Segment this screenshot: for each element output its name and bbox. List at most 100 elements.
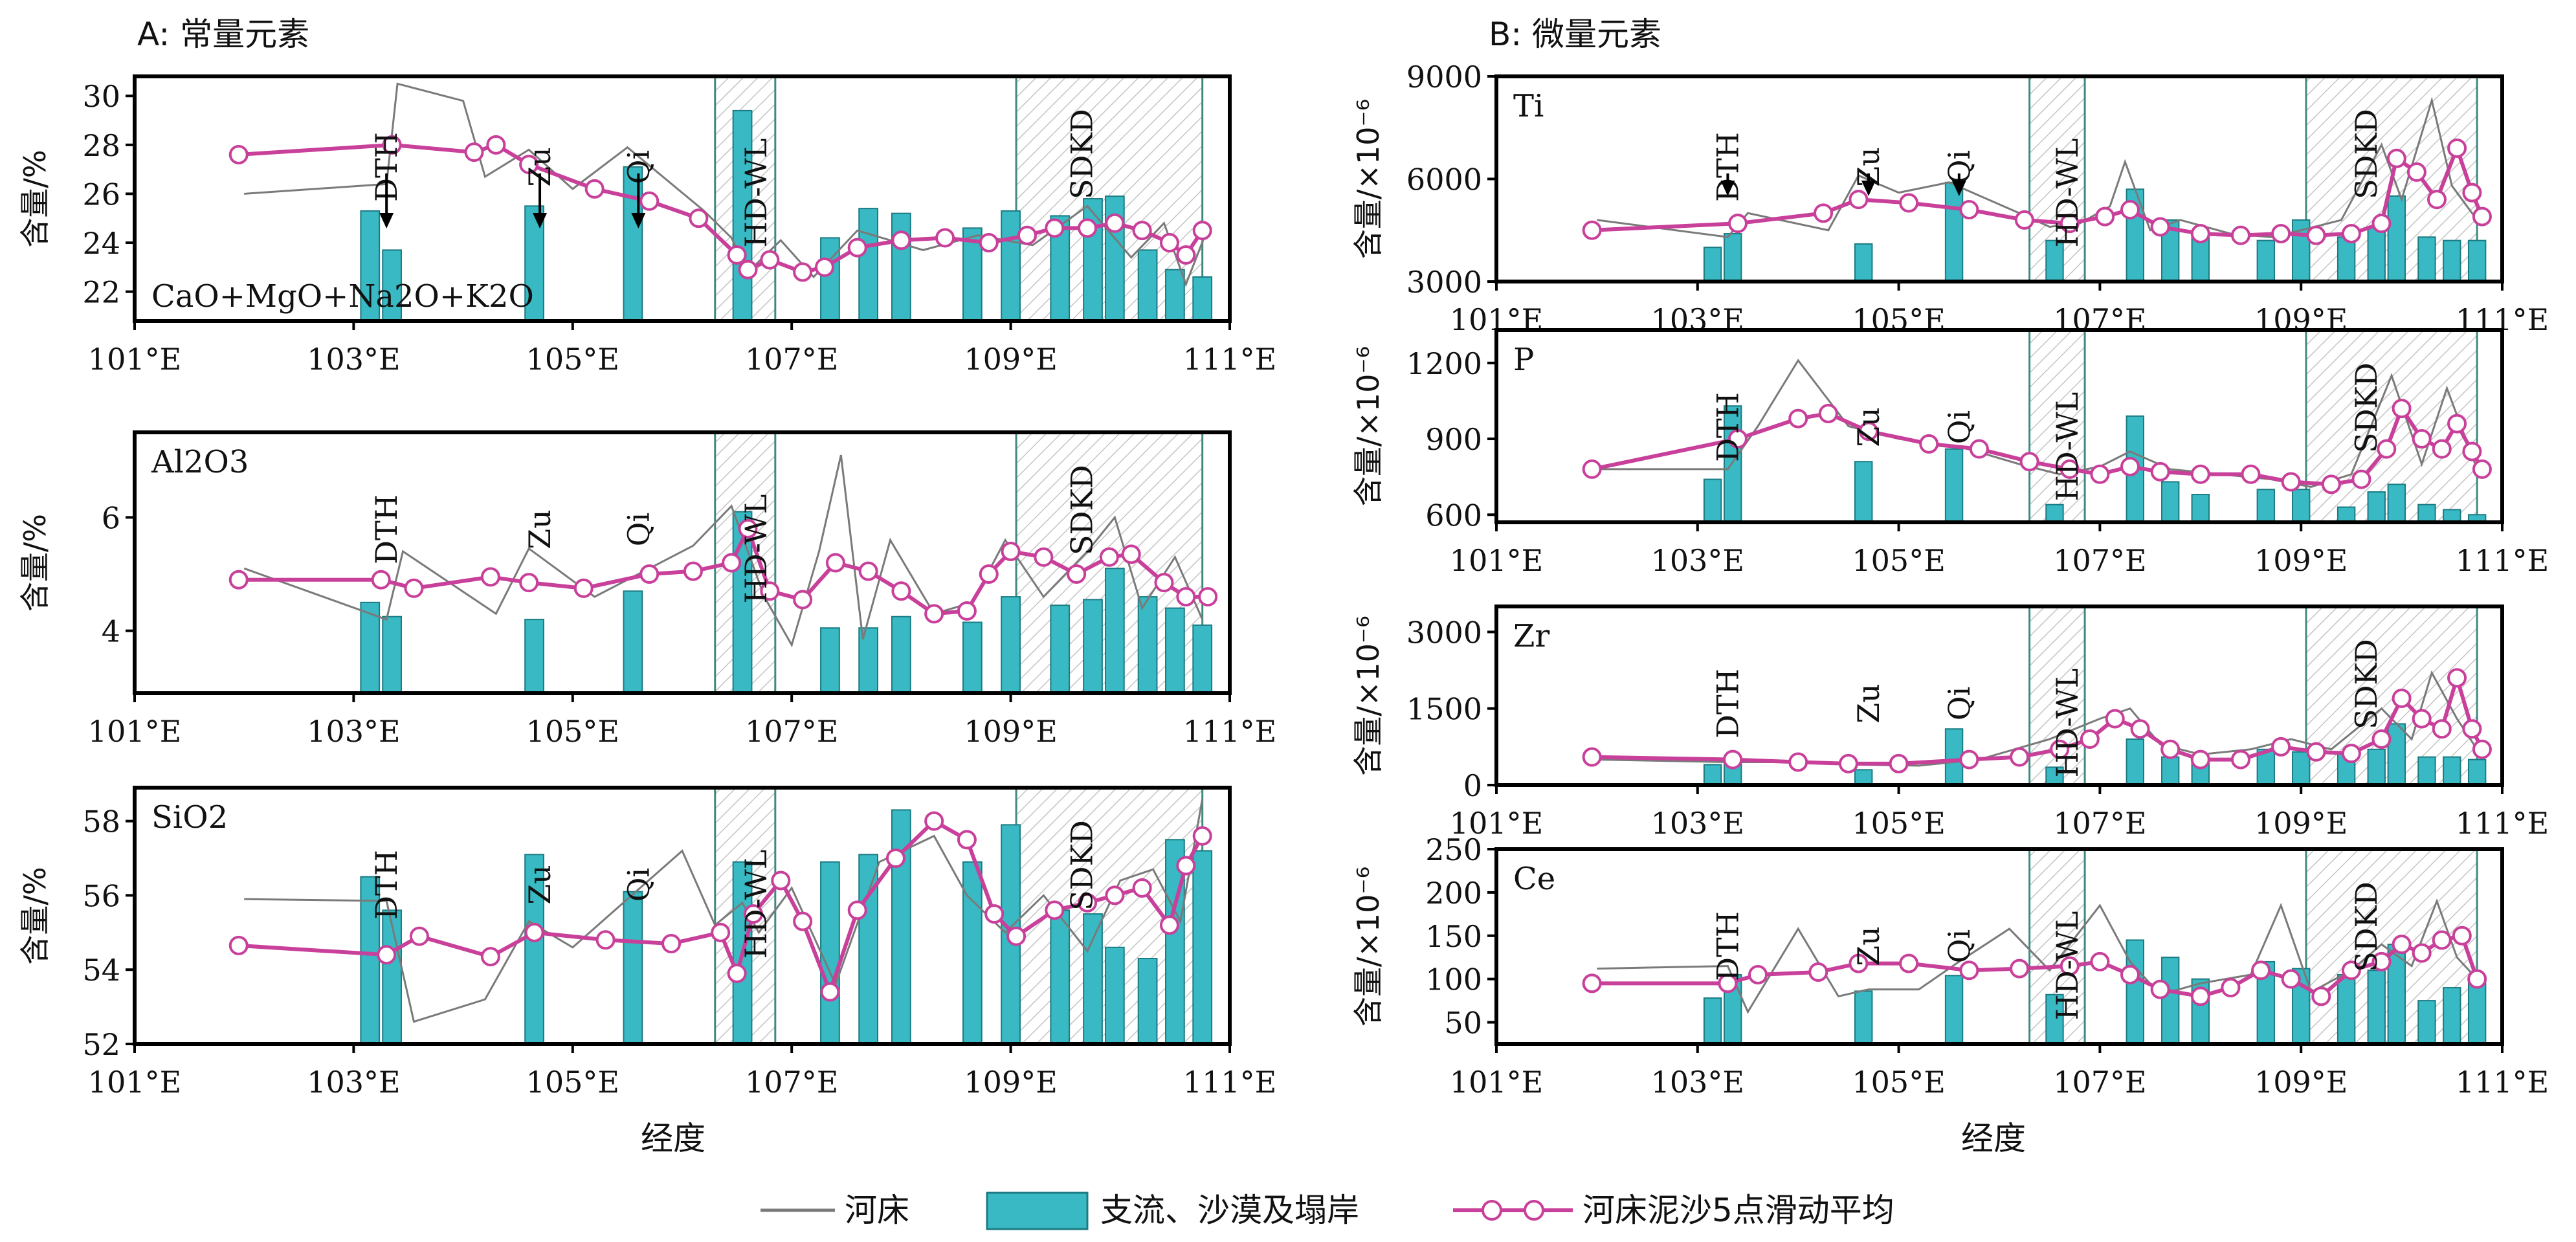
data-bar — [1723, 233, 1742, 282]
y-tick-label: 54 — [82, 953, 120, 988]
moving-average-point — [847, 238, 867, 258]
data-bar — [2191, 494, 2210, 522]
data-bar — [1703, 247, 1722, 282]
moving-average-point — [2472, 206, 2492, 227]
zone-label-qi: Qi — [621, 513, 656, 546]
moving-average-point — [1582, 459, 1602, 479]
moving-average-point — [689, 208, 709, 228]
data-bar — [524, 619, 544, 693]
data-bar — [2417, 236, 2436, 282]
zone-label-qi: Qi — [621, 868, 656, 902]
data-bar — [1165, 607, 1185, 693]
data-bar — [1050, 604, 1071, 693]
moving-average-point — [727, 245, 747, 265]
zone-label-dth: DTH — [1710, 669, 1745, 738]
plot-area — [228, 432, 1218, 693]
moving-average-point — [957, 830, 977, 850]
y-tick-label: 30 — [82, 79, 120, 114]
moving-average-point — [2412, 709, 2432, 729]
moving-average-point — [2386, 148, 2406, 168]
moving-average-point — [1727, 429, 1748, 449]
moving-average-point — [519, 573, 539, 593]
y-tick-label: 3000 — [1406, 265, 1482, 300]
zone-label-hd-wl: HD-WL — [2050, 139, 2085, 248]
moving-average-point — [1838, 753, 1858, 773]
y-tick-label: 9000 — [1406, 60, 1482, 94]
moving-average-point — [1001, 541, 1021, 561]
moving-average-point — [2190, 224, 2210, 244]
x-tick-label: 105°E — [526, 714, 619, 749]
moving-average-point — [480, 947, 500, 967]
data-bar — [2337, 973, 2356, 1044]
series-label: Zr — [1513, 618, 1549, 654]
data-bar — [2417, 756, 2436, 785]
moving-average-point — [1969, 439, 1989, 459]
moving-average-point — [727, 963, 747, 983]
panel-a-title: A: 常量元素 — [137, 16, 309, 53]
y-tick-label: 24 — [82, 226, 120, 261]
moving-average-point — [1192, 221, 1212, 241]
moving-average-point — [1067, 564, 1087, 584]
moving-average-point — [2271, 224, 2291, 244]
data-bar — [1854, 990, 1873, 1044]
data-bar — [2291, 489, 2311, 522]
data-bar — [2367, 748, 2386, 785]
moving-average-point — [2150, 217, 2170, 237]
x-tick-label: 109°E — [2254, 806, 2348, 841]
moving-average-point — [2120, 964, 2140, 984]
y-tick-label: 26 — [82, 177, 120, 212]
y-tick-label: 52 — [82, 1027, 120, 1062]
moving-average-point — [771, 871, 791, 891]
zone-label-hd-wl: HD-WL — [2050, 911, 2085, 1021]
data-bar — [1001, 210, 1021, 321]
moving-average-point — [2306, 742, 2326, 762]
data-bar — [623, 891, 643, 1044]
moving-average-point — [1849, 190, 1869, 210]
moving-average-point — [2452, 926, 2472, 946]
x-tick-label: 111°E — [1183, 714, 1276, 749]
chart-trace-zr: 0 1500 3000 101°E 103°E 105°E 107°E 109°E 111°E 含… — [1351, 604, 2549, 841]
data-bar — [1723, 405, 1742, 522]
moving-average-point — [2341, 960, 2361, 981]
zone-label-zu: Zu — [522, 509, 557, 549]
x-tick-label: 109°E — [964, 342, 1057, 377]
moving-average-point — [1034, 547, 1054, 567]
y-axis-label: 含量/×10⁻⁶ — [1351, 99, 1386, 259]
moving-average-point — [2447, 138, 2467, 158]
moving-average-point — [1176, 587, 1196, 607]
moving-average-point — [2406, 162, 2426, 182]
zone-label-hd-wl: HD-WL — [738, 139, 773, 248]
y-tick-label: 200 — [1425, 876, 1482, 911]
moving-average-point — [2090, 464, 2110, 484]
plot-frame — [133, 786, 1232, 1046]
moving-average-point — [738, 260, 758, 280]
moving-average-point — [2371, 729, 2392, 749]
data-bar — [1104, 946, 1125, 1044]
legend-avg-marker-1 — [1482, 1200, 1502, 1221]
moving-average-point — [1192, 826, 1212, 846]
moving-average-point — [743, 904, 763, 924]
data-bar — [2367, 491, 2386, 522]
arrowhead — [379, 213, 394, 228]
data-bar — [2443, 239, 2461, 282]
moving-average-point — [2371, 951, 2392, 971]
moving-average-point — [858, 561, 878, 581]
moving-average-point — [1582, 973, 1602, 993]
data-bar — [891, 615, 911, 693]
moving-average-point — [1198, 587, 1218, 607]
data-bar — [2367, 226, 2386, 282]
data-bar — [2256, 239, 2276, 282]
zone-label-hd-wl: HD-WL — [738, 850, 773, 959]
moving-average-point — [711, 922, 731, 942]
data-bar — [2417, 1000, 2436, 1044]
x-tick-label: 101°E — [1450, 806, 1543, 841]
arrowhead — [1720, 181, 1735, 196]
moving-average-point — [2095, 206, 2115, 227]
data-bar — [1137, 249, 1158, 321]
moving-average-point — [2060, 459, 2080, 479]
y-tick-label: 600 — [1425, 498, 1482, 533]
legend-riverbed-label: 河床 — [845, 1192, 909, 1229]
zone-label-dth: DTH — [369, 494, 404, 564]
data-bar — [1703, 997, 1722, 1044]
data-bar — [2467, 978, 2487, 1044]
